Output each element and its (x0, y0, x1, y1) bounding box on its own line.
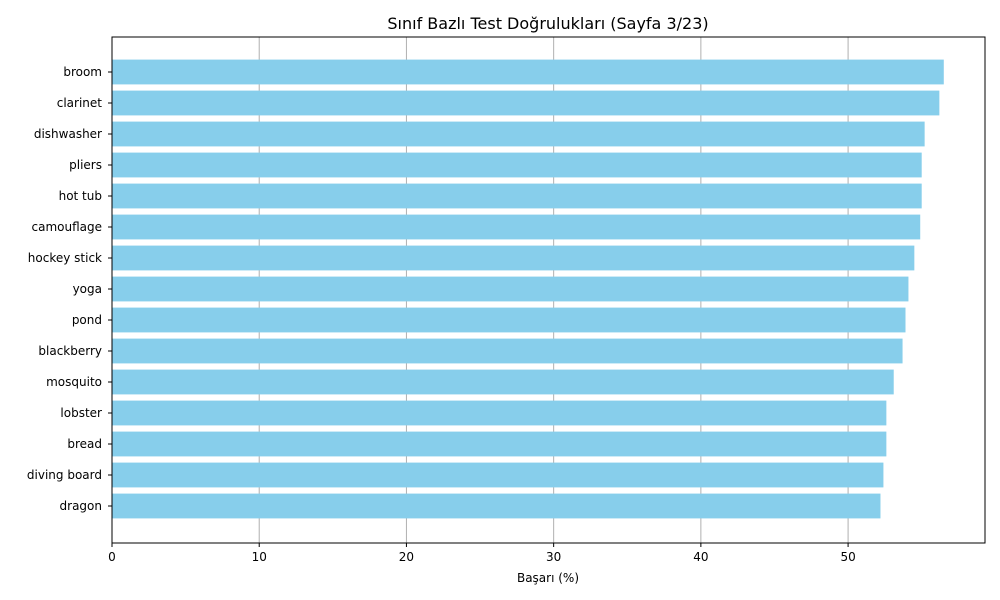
bar (112, 462, 884, 488)
chart-title: Sınıf Bazlı Test Doğrulukları (Sayfa 3/2… (387, 14, 708, 33)
plot-frame (111, 36, 986, 544)
bar (112, 338, 903, 364)
x-tick-label: 50 (840, 550, 855, 564)
bar (112, 493, 881, 519)
y-tick-label: camouflage (32, 220, 103, 234)
y-tick-label: blackberry (38, 344, 102, 358)
y-tick-label: dragon (60, 499, 102, 513)
y-tick-label: mosquito (46, 375, 102, 389)
bar (112, 152, 922, 178)
bar (112, 183, 922, 209)
bar (112, 400, 887, 426)
y-axis-ticks: broom clarinet dishwasher pliers hot tub camo… (27, 65, 112, 513)
x-tick-label: 10 (252, 550, 267, 564)
x-tick-label: 30 (546, 550, 561, 564)
bar (112, 276, 909, 302)
bars (112, 59, 944, 519)
bar (112, 59, 944, 85)
y-tick-label: bread (67, 437, 102, 451)
bar (112, 431, 887, 457)
bar (112, 214, 921, 240)
y-tick-label: yoga (73, 282, 102, 296)
bar (112, 307, 906, 333)
y-tick-label: pond (72, 313, 102, 327)
y-tick-label: diving board (27, 468, 102, 482)
x-tick-label: 20 (399, 550, 414, 564)
x-axis-ticks: 0 10 20 30 40 50 (108, 543, 856, 564)
y-tick-label: hot tub (59, 189, 102, 203)
y-tick-label: broom (63, 65, 102, 79)
x-tick-label: 0 (108, 550, 116, 564)
y-tick-label: lobster (60, 406, 102, 420)
x-axis-title: Başarı (%) (517, 571, 579, 585)
bar (112, 369, 894, 395)
y-tick-label: clarinet (57, 96, 103, 110)
bar (112, 121, 925, 147)
y-tick-label: dishwasher (34, 127, 102, 141)
bar (112, 245, 915, 271)
y-tick-label: hockey stick (28, 251, 102, 265)
y-tick-label: pliers (69, 158, 102, 172)
x-tick-label: 40 (693, 550, 708, 564)
bar (112, 90, 940, 116)
